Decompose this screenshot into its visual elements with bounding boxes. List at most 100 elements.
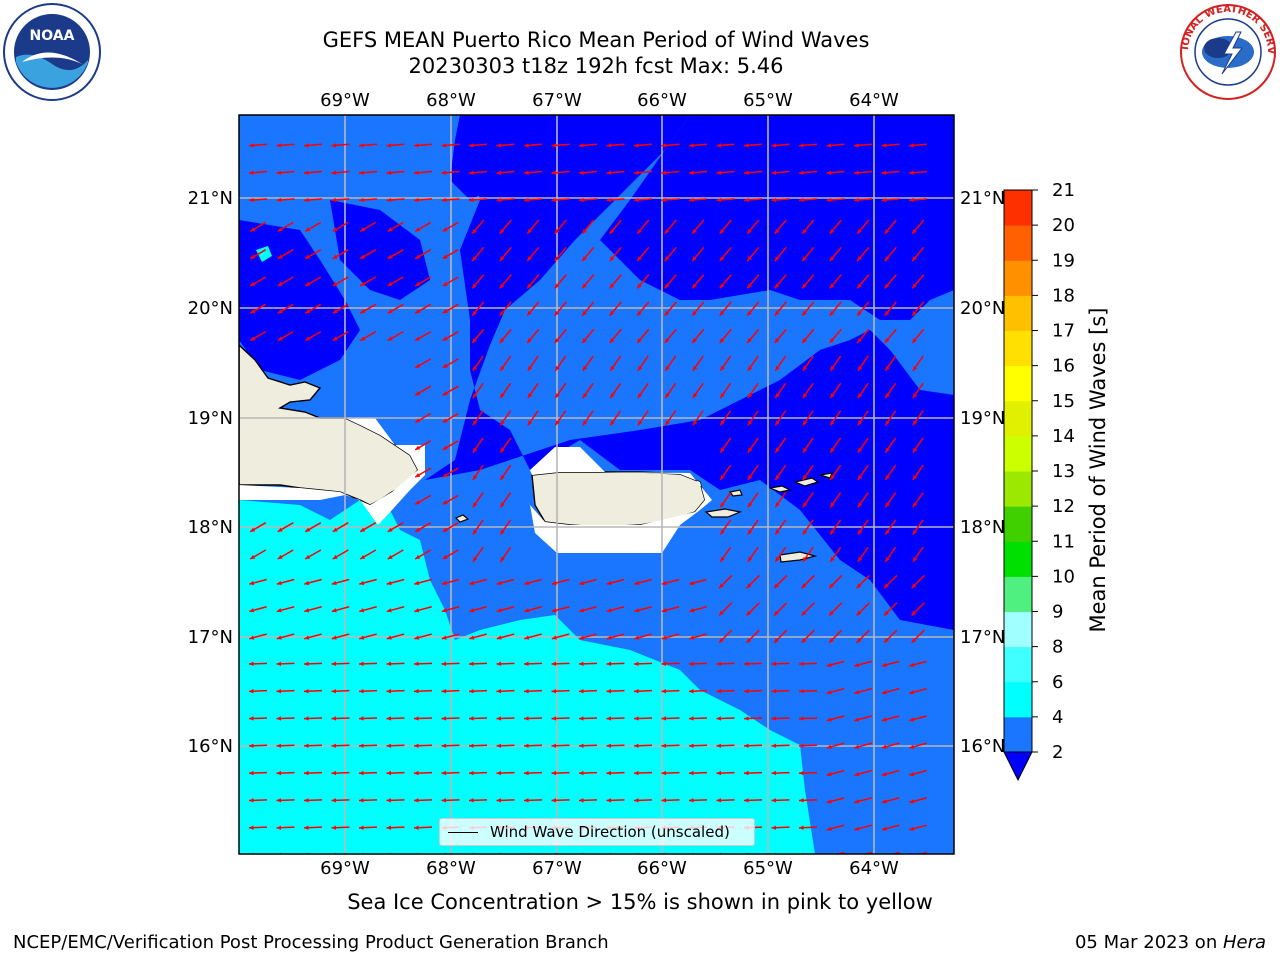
wind-wave-arrowhead <box>469 197 474 203</box>
wind-wave-arrowhead <box>441 798 447 803</box>
wind-wave-arrowhead <box>689 743 694 748</box>
wind-wave-arrowhead <box>884 310 890 316</box>
wind-wave-arrowhead <box>774 256 780 262</box>
wind-wave-arrowhead <box>579 170 584 175</box>
wind-wave-arrowhead <box>661 688 667 694</box>
wind-wave-arrowhead <box>276 661 282 667</box>
wind-wave-arrowhead <box>276 825 282 830</box>
wind-wave-arrowhead <box>360 281 366 286</box>
wind-wave-arrowhead <box>386 825 392 830</box>
wind-wave-arrowhead <box>802 310 807 316</box>
wind-wave-arrowhead <box>747 556 753 562</box>
wind-wave-arrowhead <box>551 608 557 613</box>
wind-wave-arrowhead <box>909 690 915 695</box>
wind-wave-arrowhead <box>496 580 502 586</box>
wind-wave-arrowhead <box>331 688 337 694</box>
wind-wave-arrowhead <box>305 527 311 532</box>
wind-wave-arrowhead <box>802 228 807 234</box>
wind-wave-arrowhead <box>499 283 505 289</box>
wind-wave-arrowhead <box>854 799 860 804</box>
wind-wave-arrowhead <box>442 281 448 286</box>
wind-wave-arrowhead <box>276 798 282 803</box>
wind-wave-arrowhead <box>524 608 530 613</box>
wind-wave-arrowhead <box>331 825 337 830</box>
wind-wave-arrowhead <box>909 744 915 749</box>
wind-wave-arrowhead <box>359 825 364 830</box>
wind-wave-arrowhead <box>249 661 254 667</box>
wind-wave-arrowhead <box>826 799 832 804</box>
wind-wave-arrowhead <box>359 716 364 721</box>
wind-wave-arrowhead <box>799 798 804 803</box>
wind-wave-arrowhead <box>304 143 309 148</box>
wind-wave-arrowhead <box>885 475 890 480</box>
wind-wave-arrowhead <box>801 583 807 589</box>
wind-wave-arrowhead <box>664 310 670 316</box>
wind-wave-arrowhead <box>442 254 448 259</box>
wind-wave-arrowhead <box>277 227 283 232</box>
wind-wave-arrowhead <box>802 256 807 262</box>
wind-wave-arrowhead <box>609 310 615 316</box>
wind-wave-arrowhead <box>415 554 421 559</box>
lon-ticks-top: 69°W 68°W 67°W 66°W 65°W 64°W <box>320 90 899 111</box>
wind-wave-arrowhead <box>441 197 447 203</box>
wind-wave-arrowhead <box>802 502 808 508</box>
wind-wave-arrowhead <box>746 638 752 643</box>
wind-wave-arrowhead <box>912 502 918 508</box>
wind-wave-arrowhead <box>634 170 639 175</box>
lat-tick-right: 16°N <box>960 736 1005 757</box>
wind-wave-arrowhead <box>802 338 807 343</box>
wind-wave-arrowhead <box>524 580 530 586</box>
wind-wave-arrowhead <box>500 556 505 562</box>
wind-wave-arrowhead <box>414 635 420 640</box>
wind-wave-arrowhead <box>692 228 697 234</box>
wind-wave-arrowhead <box>579 608 585 613</box>
wind-wave-arrowhead <box>359 170 364 175</box>
wind-wave-arrowhead <box>802 393 808 399</box>
wind-wave-arrowhead <box>386 580 392 586</box>
wind-wave-arrowhead <box>774 610 779 616</box>
lat-tick-left: 18°N <box>188 517 233 538</box>
colorbar-segment <box>1004 611 1032 648</box>
wind-wave-arrowhead <box>885 529 890 535</box>
wind-wave-arrowhead <box>332 254 338 259</box>
wind-wave-arrowhead <box>524 170 529 175</box>
wind-wave-arrowhead <box>857 556 863 562</box>
lat-tick-right: 21°N <box>960 188 1005 209</box>
wind-wave-arrowhead <box>744 661 749 667</box>
wind-wave-arrowhead <box>634 197 639 203</box>
colorbar-segment <box>1004 435 1032 472</box>
wind-wave-arrowhead <box>661 770 667 776</box>
wind-wave-arrowhead <box>551 743 557 748</box>
wind-wave-arrowhead <box>276 688 282 694</box>
wind-wave-arrowhead <box>799 197 804 203</box>
wind-wave-arrowhead <box>606 197 612 203</box>
wind-wave-arrowhead <box>499 256 505 262</box>
wind-wave-arrowhead <box>442 336 448 341</box>
wind-wave-arrowhead <box>250 527 256 532</box>
wind-wave-arrowhead <box>610 365 615 371</box>
wind-wave-arrowhead <box>524 635 530 640</box>
wind-wave-arrowhead <box>414 608 420 613</box>
wind-wave-arrowhead <box>634 716 639 721</box>
wind-wave-arrowhead <box>441 580 447 586</box>
wind-wave-arrowhead <box>719 583 724 589</box>
wind-wave-arrowhead <box>524 688 529 694</box>
wind-wave-arrowhead <box>774 310 780 316</box>
nws-logo: NATIONAL WEATHER SERVICE <box>1178 2 1276 100</box>
colorbar-tick-label: 11 <box>1052 531 1075 552</box>
wind-wave-arrowhead <box>414 143 419 148</box>
map-area <box>239 115 954 854</box>
wind-wave-arrowhead <box>360 309 366 314</box>
wind-wave-arrowhead <box>469 770 474 776</box>
wind-wave-arrowhead <box>386 743 392 748</box>
wind-wave-arrowhead <box>747 283 752 289</box>
wind-wave-arrowhead <box>469 798 474 803</box>
wind-wave-arrowhead <box>250 254 256 259</box>
wind-wave-arrowhead <box>304 688 309 694</box>
wind-wave-arrowhead <box>551 580 557 586</box>
wind-wave-arrowhead <box>331 580 337 586</box>
wind-wave-arrowhead <box>499 228 505 234</box>
wind-wave-arrowhead <box>579 143 584 148</box>
wind-wave-arrowhead <box>857 338 862 343</box>
